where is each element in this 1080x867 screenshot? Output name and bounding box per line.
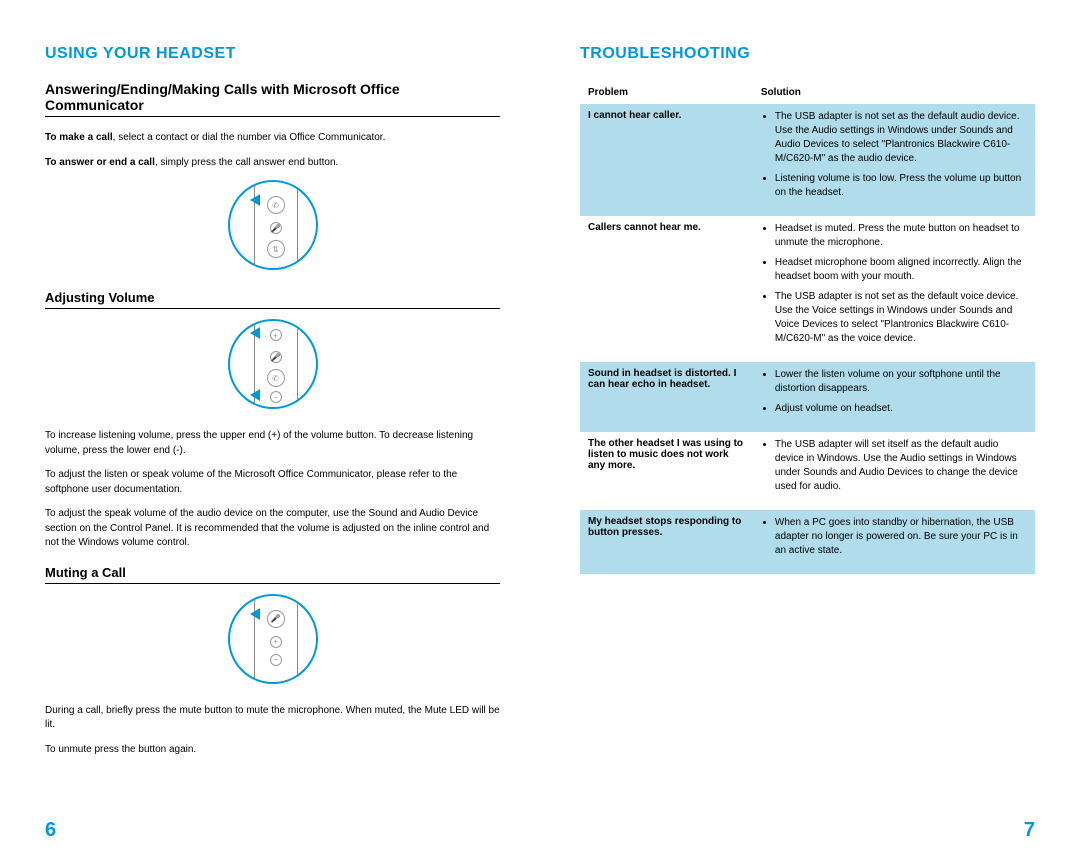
answer-call-bold: To answer or end a call <box>45 157 155 168</box>
make-call-bold: To make a call <box>45 132 113 143</box>
solution-item: When a PC goes into standby or hibernati… <box>775 516 1027 558</box>
solution-cell: Lower the listen volume on your softphon… <box>753 362 1035 432</box>
solution-item: The USB adapter is not set as the defaul… <box>775 110 1027 166</box>
solution-item: Headset microphone boom aligned incorrec… <box>775 256 1027 284</box>
problem-cell: Callers cannot hear me. <box>580 216 753 362</box>
solution-cell: When a PC goes into standby or hibernati… <box>753 510 1035 574</box>
col-problem: Problem <box>580 81 753 104</box>
manual-spread: USING YOUR HEADSET Answering/Ending/Maki… <box>0 0 1080 867</box>
solution-cell: The USB adapter is not set as the defaul… <box>753 104 1035 216</box>
table-row: My headset stops responding to button pr… <box>580 510 1035 574</box>
table-row: Callers cannot hear me. Headset is muted.… <box>580 216 1035 362</box>
heading-volume: Adjusting Volume <box>45 290 500 309</box>
mute-diagram: 🎤 + − <box>228 594 318 684</box>
make-call-text: To make a call, select a contact or dial… <box>45 131 500 146</box>
solution-cell: The USB adapter will set itself as the d… <box>753 432 1035 510</box>
volume-p3: To adjust the speak volume of the audio … <box>45 507 500 551</box>
inline-control-diagram: ✆ 🎤 ⇅ <box>228 180 318 270</box>
diagram-mute: 🎤 + − <box>45 594 500 684</box>
mute-p1: During a call, briefly press the mute bu… <box>45 704 500 733</box>
solution-cell: Headset is muted. Press the mute button … <box>753 216 1035 362</box>
make-call-rest: , select a contact or dial the number vi… <box>113 132 386 143</box>
answer-call-rest: , simply press the call answer end butto… <box>155 157 338 168</box>
table-row: Sound in headset is distorted. I can hea… <box>580 362 1035 432</box>
problem-cell: Sound in headset is distorted. I can hea… <box>580 362 753 432</box>
solution-item: Lower the listen volume on your softphon… <box>775 368 1027 396</box>
problem-cell: My headset stops responding to button pr… <box>580 510 753 574</box>
page-number-right: 7 <box>1024 819 1035 842</box>
right-page: TROUBLESHOOTING Problem Solution I canno… <box>540 0 1080 867</box>
diagram-volume: + 🎤 ✆ − <box>45 319 500 409</box>
volume-p2: To adjust the listen or speak volume of … <box>45 468 500 497</box>
col-solution: Solution <box>753 81 1035 104</box>
table-header-row: Problem Solution <box>580 81 1035 104</box>
table-row: The other headset I was using to listen … <box>580 432 1035 510</box>
solution-item: The USB adapter will set itself as the d… <box>775 438 1027 494</box>
problem-cell: I cannot hear caller. <box>580 104 753 216</box>
diagram-answer-call: ✆ 🎤 ⇅ <box>45 180 500 270</box>
left-page: USING YOUR HEADSET Answering/Ending/Maki… <box>0 0 540 867</box>
answer-call-text: To answer or end a call, simply press th… <box>45 156 500 171</box>
section-title-right: TROUBLESHOOTING <box>580 45 1035 63</box>
solution-item: Headset is muted. Press the mute button … <box>775 222 1027 250</box>
solution-item: Listening volume is too low. Press the v… <box>775 172 1027 200</box>
volume-diagram: + 🎤 ✆ − <box>228 319 318 409</box>
section-title-left: USING YOUR HEADSET <box>45 45 500 63</box>
solution-item: The USB adapter is not set as the defaul… <box>775 290 1027 346</box>
volume-p1: To increase listening volume, press the … <box>45 429 500 458</box>
troubleshooting-table: Problem Solution I cannot hear caller. Th… <box>580 81 1035 574</box>
heading-mute: Muting a Call <box>45 565 500 584</box>
heading-calls: Answering/Ending/Making Calls with Micro… <box>45 81 500 117</box>
problem-cell: The other headset I was using to listen … <box>580 432 753 510</box>
mute-p2: To unmute press the button again. <box>45 743 500 758</box>
table-row: I cannot hear caller. The USB adapter is … <box>580 104 1035 216</box>
page-number-left: 6 <box>45 819 56 842</box>
solution-item: Adjust volume on headset. <box>775 402 1027 416</box>
